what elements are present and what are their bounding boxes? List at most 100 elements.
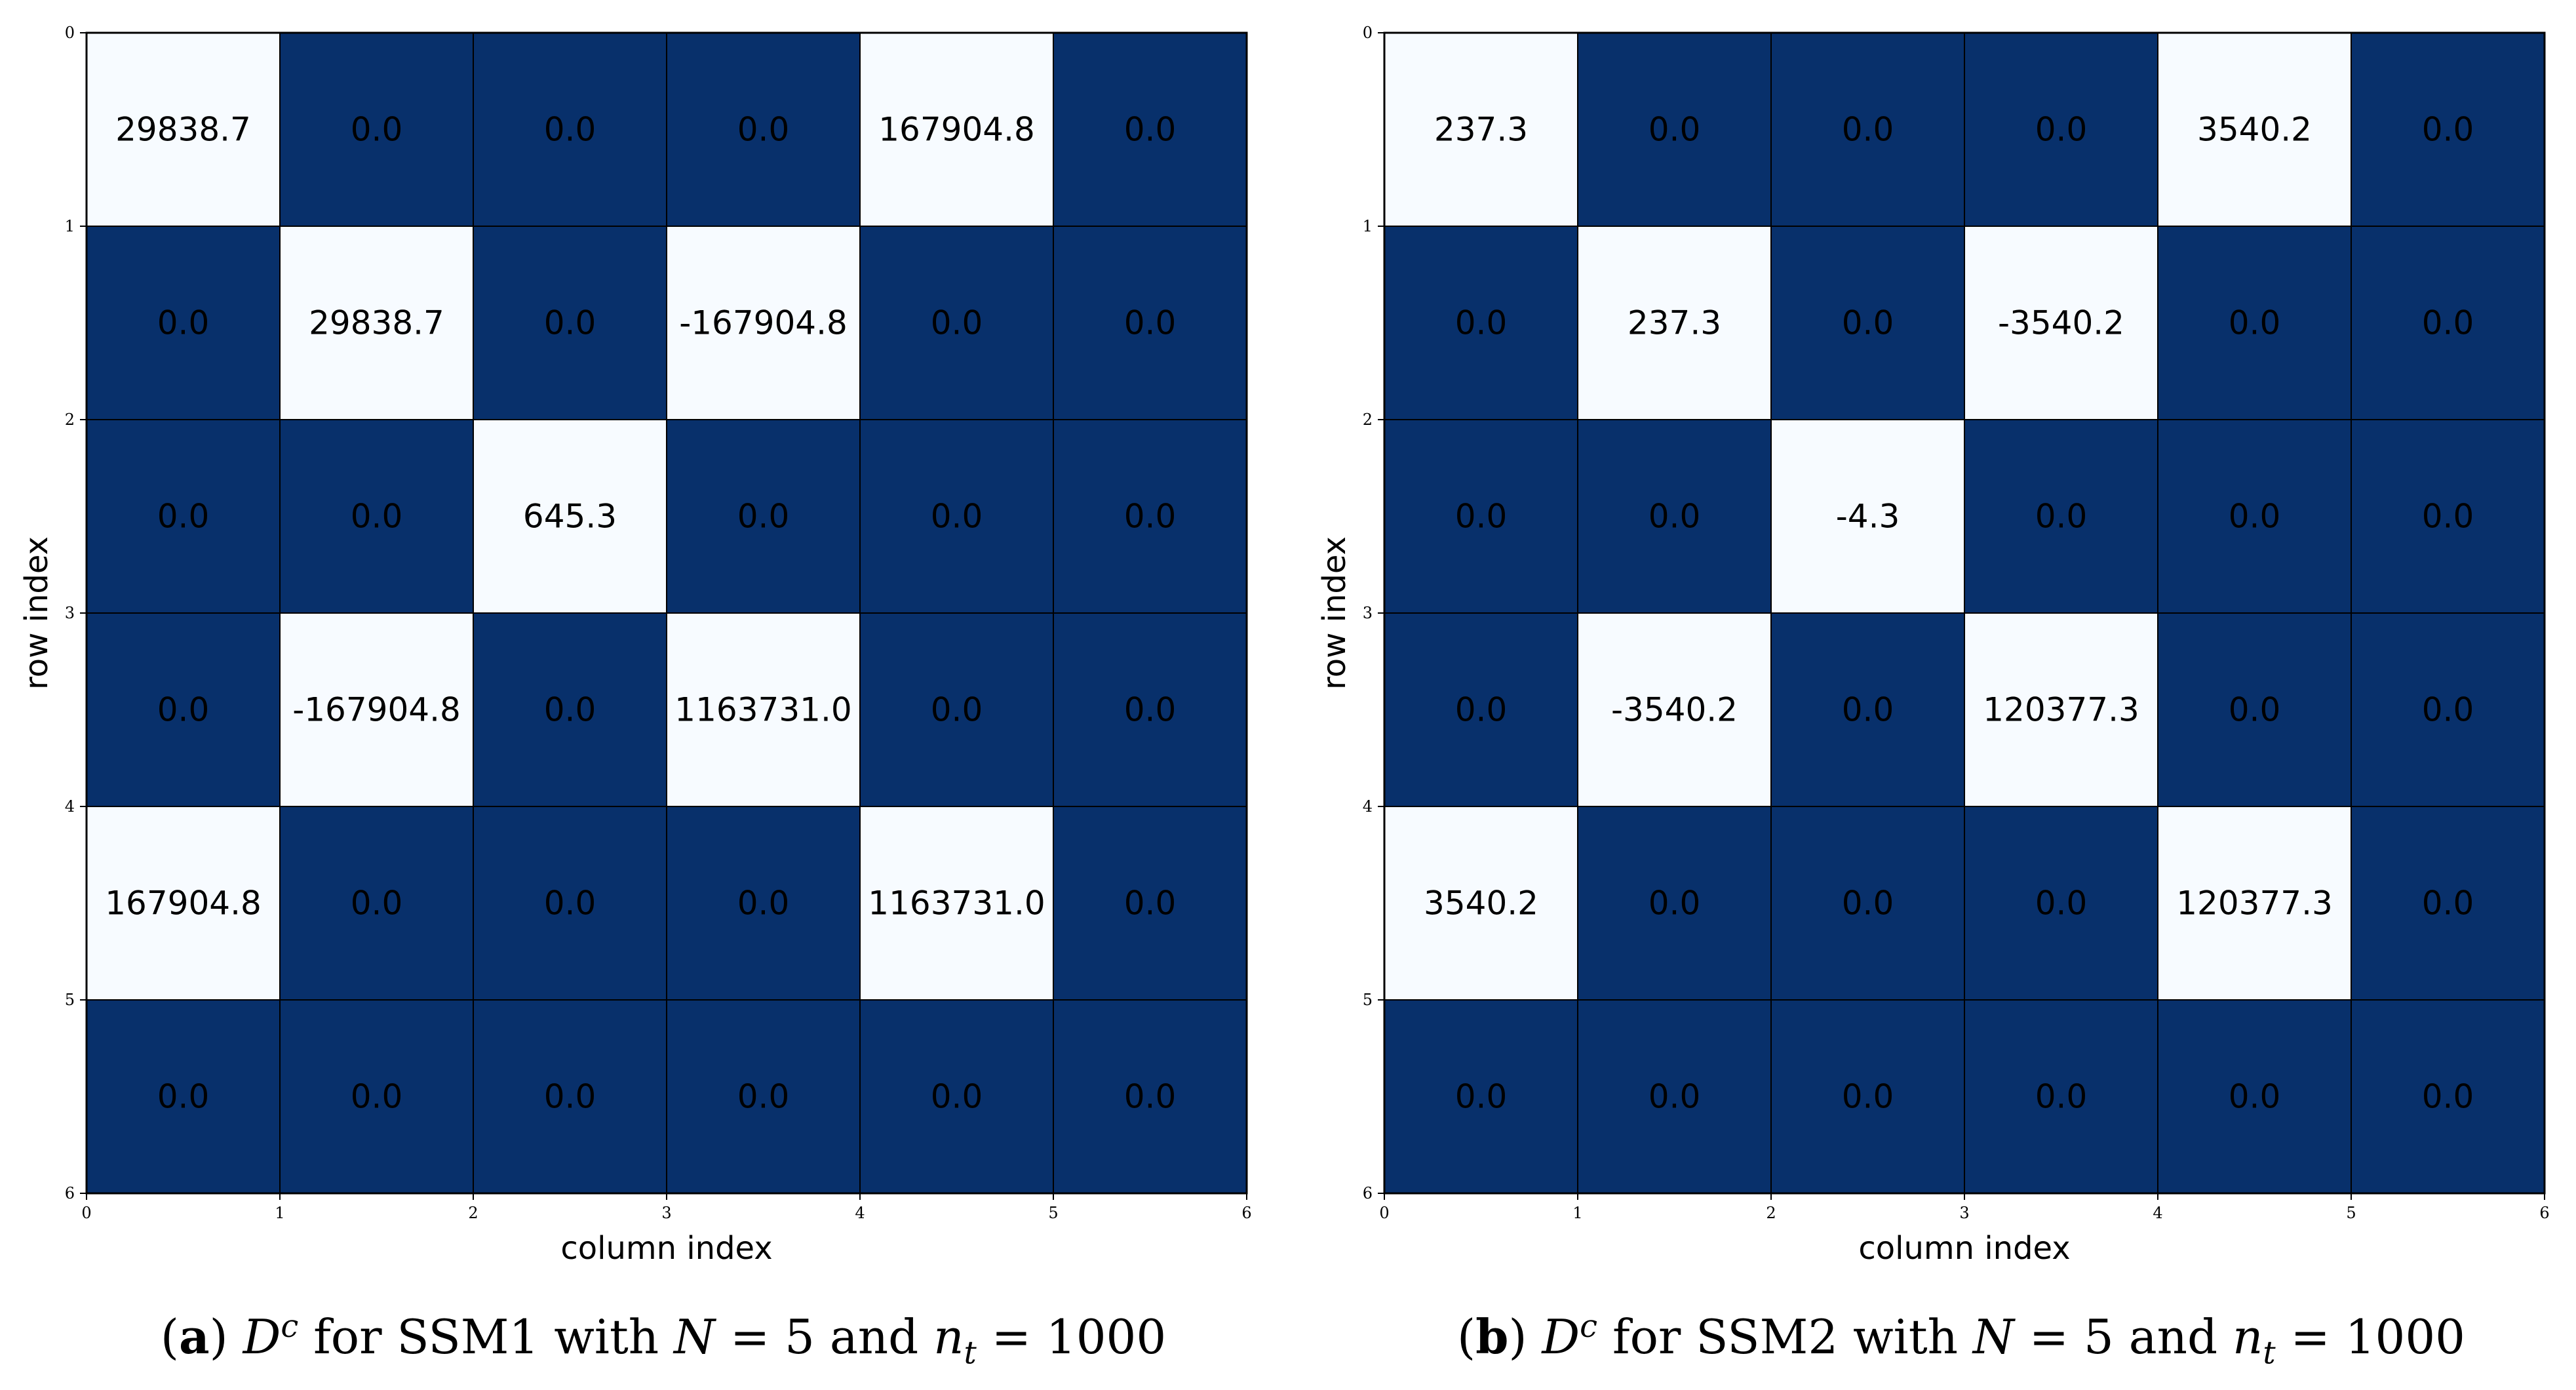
heatmap-b-cell-r5-c5 (2351, 999, 2545, 1194)
heatmap-a-value-r1-c5: 0.0 (1124, 304, 1177, 342)
heatmap-b-y-axis-label: row index (1316, 536, 1353, 690)
heatmap-a-value-r5-c3: 0.0 (737, 1078, 790, 1116)
heatmap-b-value-r0-c3: 0.0 (2035, 111, 2088, 149)
heatmap-b-value-r5-c5: 0.0 (2422, 1078, 2474, 1116)
heatmap-a-value-r3-c2: 0.0 (544, 691, 596, 729)
heatmap-b-value-r2-c0: 0.0 (1455, 498, 1508, 536)
heatmap-a-value-r2-c1: 0.0 (351, 498, 403, 536)
heatmap-b-value-r0-c4: 3540.2 (2197, 111, 2312, 149)
heatmap-a-value-r4-c5: 0.0 (1124, 884, 1177, 923)
heatmap-b-cell-r3-c1 (1577, 612, 1772, 807)
heatmap-b-cell-r4-c3 (1964, 806, 2158, 1001)
heatmap-b-value-r5-c0: 0.0 (1455, 1078, 1508, 1116)
heatmap-b-cell-r1-c4 (2157, 226, 2352, 420)
heatmap-a-value-r2-c4: 0.0 (931, 498, 983, 536)
caption-a-matrix-symbol: D (243, 1309, 281, 1364)
heatmap-b-cell-r4-c5 (2351, 806, 2545, 1001)
heatmap-a-ytick-label-5: 5 (65, 991, 75, 1009)
heatmap-b-value-r4-c4: 120377.3 (2176, 884, 2333, 923)
heatmap-b-value-r0-c0: 237.3 (1434, 111, 1528, 149)
heatmap-b-value-r0-c5: 0.0 (2422, 111, 2474, 149)
heatmap-b-cell-r1-c0 (1384, 226, 1578, 420)
caption-b-nt-symbol: n (2232, 1309, 2263, 1364)
heatmap-b-ytick-label-2: 2 (1363, 410, 1373, 429)
caption-b-matrix-symbol: D (1542, 1309, 1580, 1364)
heatmap-a-value-r2-c3: 0.0 (737, 498, 790, 536)
heatmap-a-cell-r0-c5 (1053, 32, 1247, 227)
heatmap-a-cell-r3-c2 (473, 612, 667, 807)
heatmap-b-value-r4-c1: 0.0 (1649, 884, 1701, 923)
caption-a-nt-symbol: n (933, 1309, 964, 1364)
heatmap-a-cell-r4-c0 (86, 806, 281, 1001)
caption-a-label: a (178, 1309, 210, 1364)
heatmap-a-cell-r3-c3 (666, 612, 861, 807)
heatmap-b-cell-r2-c0 (1384, 419, 1578, 614)
heatmap-b-value-r1-c1: 237.3 (1628, 304, 1721, 342)
caption-b-label: b (1475, 1309, 1509, 1364)
heatmap-a-value-r5-c2: 0.0 (544, 1078, 596, 1116)
heatmap-a-value-r0-c5: 0.0 (1124, 111, 1177, 149)
heatmap-panel-a: 29838.7 0.0 0.0 0.0 167904.8 0.0 0.0 29838.7 0.0… (18, 24, 1252, 1267)
heatmap-b-value-r1-c3: -3540.2 (1998, 304, 2124, 342)
heatmap-b-cell-r3-c0 (1384, 612, 1578, 807)
heatmap-b-value-r3-c1: -3540.2 (1611, 691, 1738, 729)
heatmap-b-value-r5-c3: 0.0 (2035, 1078, 2088, 1116)
heatmap-a-xtick-label-0: 0 (81, 1204, 91, 1222)
caption-b-nt-subscript: t (2263, 1334, 2276, 1372)
heatmap-b-value-r4-c0: 3540.2 (1424, 884, 1538, 923)
heatmap-a-value-r3-c4: 0.0 (931, 691, 983, 729)
heatmap-a-ytick-label-3: 3 (65, 604, 75, 622)
heatmap-b-xtick-label-4: 4 (2153, 1204, 2162, 1222)
heatmap-b-cell-r2-c2 (1770, 419, 1965, 614)
heatmap-a-xtick-label-6: 6 (1241, 1204, 1251, 1222)
heatmap-a-value-r5-c5: 0.0 (1124, 1078, 1177, 1116)
heatmap-b-value-r0-c2: 0.0 (1842, 111, 1894, 149)
caption-a-model-text: for SSM1 with (313, 1309, 659, 1364)
caption-b-model-text: for SSM2 with (1612, 1309, 1958, 1364)
heatmap-b-ytick-label-0: 0 (1363, 24, 1373, 42)
heatmap-b-cell-r2-c5 (2351, 419, 2545, 614)
heatmap-a-ytick-label-0: 0 (65, 24, 75, 42)
heatmap-a-value-r3-c0: 0.0 (157, 691, 210, 729)
heatmap-a-cell-r1-c1 (279, 226, 474, 420)
caption-a-superscript: c (281, 1308, 299, 1345)
heatmap-a-ytick-label-2: 2 (65, 410, 75, 429)
heatmap-b-ytick-label-6: 6 (1363, 1184, 1373, 1202)
heatmap-b-cell-r0-c5 (2351, 32, 2545, 227)
heatmap-a-value-r3-c1: -167904.8 (292, 691, 461, 729)
caption-a-n-symbol: N (674, 1309, 716, 1364)
heatmap-b-cell-r1-c2 (1770, 226, 1965, 420)
heatmap-a-value-r4-c4: 1163731.0 (868, 884, 1045, 923)
caption-b-superscript: c (1580, 1308, 1598, 1345)
heatmap-a-cell-r3-c0 (86, 612, 281, 807)
heatmap-b-ytick-label-5: 5 (1363, 991, 1373, 1009)
heatmap-b-xtick-label-2: 2 (1766, 1204, 1776, 1222)
heatmap-a-xtick-label-4: 4 (855, 1204, 865, 1222)
heatmap-b-cell-r1-c1 (1577, 226, 1772, 420)
heatmap-a-value-r1-c1: 29838.7 (309, 304, 444, 342)
caption-a-n-value: = 5 and (730, 1309, 919, 1364)
heatmap-a-value-r1-c4: 0.0 (931, 304, 983, 342)
heatmap-a-xtick-label-2: 2 (468, 1204, 478, 1222)
heatmap-a-value-r5-c0: 0.0 (157, 1078, 210, 1116)
heatmap-b-value-r5-c1: 0.0 (1649, 1078, 1701, 1116)
heatmap-a-value-r5-c4: 0.0 (931, 1078, 983, 1116)
heatmap-b-value-r3-c0: 0.0 (1455, 691, 1508, 729)
heatmap-a-value-r0-c1: 0.0 (351, 111, 403, 149)
heatmap-b-value-r4-c3: 0.0 (2035, 884, 2088, 923)
heatmap-b-value-r1-c2: 0.0 (1842, 304, 1894, 342)
heatmap-b-ytick-label-3: 3 (1363, 604, 1373, 622)
heatmap-b-xtick-label-0: 0 (1379, 1204, 1389, 1222)
heatmap-b-ytick-label-4: 4 (1363, 797, 1373, 816)
heatmap-a-value-r4-c1: 0.0 (351, 884, 403, 923)
heatmap-b-value-r1-c5: 0.0 (2422, 304, 2474, 342)
heatmap-b-value-r5-c4: 0.0 (2229, 1078, 2281, 1116)
caption-a-nt-subscript: t (964, 1334, 977, 1372)
heatmap-b-value-r2-c4: 0.0 (2229, 498, 2281, 536)
heatmap-a-cell-r5-c3 (666, 999, 861, 1194)
heatmap-b-cell-r2-c1 (1577, 419, 1772, 614)
heatmap-a-cell-r1-c3 (666, 226, 861, 420)
heatmap-b-cell-r5-c3 (1964, 999, 2158, 1194)
caption-b-nt-value: = 1000 (2290, 1309, 2465, 1364)
